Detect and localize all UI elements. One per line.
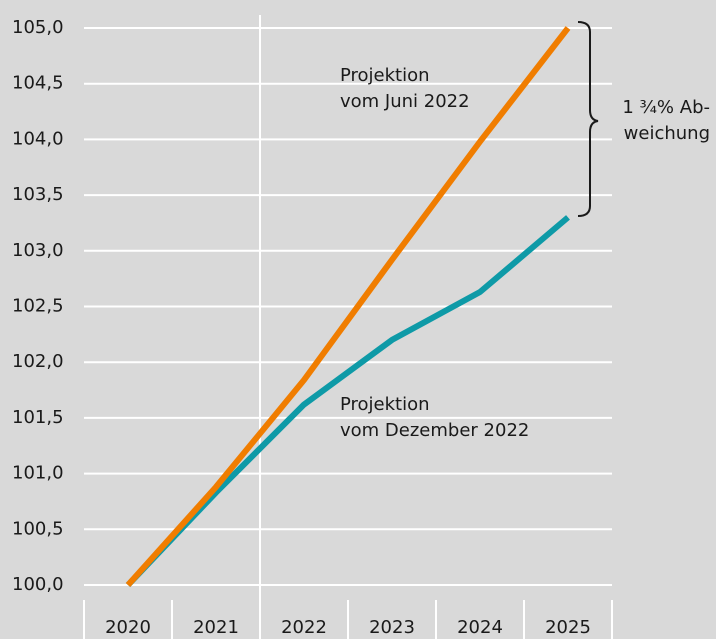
series-label: Projektion [340, 394, 430, 415]
y-tick-label: 101,0 [12, 463, 64, 484]
y-tick-label: 104,0 [12, 128, 64, 149]
x-tick-label: 2025 [545, 617, 591, 638]
series-label: vom Dezember 2022 [340, 420, 529, 441]
x-tick-label: 2020 [105, 617, 151, 638]
y-tick-label: 105,0 [12, 17, 64, 38]
series-label: Projektion [340, 65, 430, 86]
y-tick-label: 102,5 [12, 296, 64, 317]
y-tick-label: 104,5 [12, 73, 64, 94]
y-tick-label: 100,5 [12, 518, 64, 539]
brace [577, 21, 599, 217]
series-line [125, 215, 570, 588]
x-tick-label: 2024 [457, 617, 503, 638]
annotation: 1 ¾% Ab- [622, 97, 710, 118]
x-tick-label: 2022 [281, 617, 327, 638]
x-tick-label: 2021 [193, 617, 239, 638]
y-tick-label: 103,5 [12, 184, 64, 205]
annotation: weichung [624, 123, 710, 144]
y-tick-label: 103,0 [12, 240, 64, 261]
series-label: vom Juni 2022 [340, 91, 470, 112]
series-line [125, 26, 571, 588]
y-tick-label: 101,5 [12, 407, 64, 428]
marks [125, 26, 571, 588]
y-tick-label: 102,0 [12, 351, 64, 372]
x-tick-label: 2023 [369, 617, 415, 638]
y-tick-label: 100,0 [12, 574, 64, 595]
